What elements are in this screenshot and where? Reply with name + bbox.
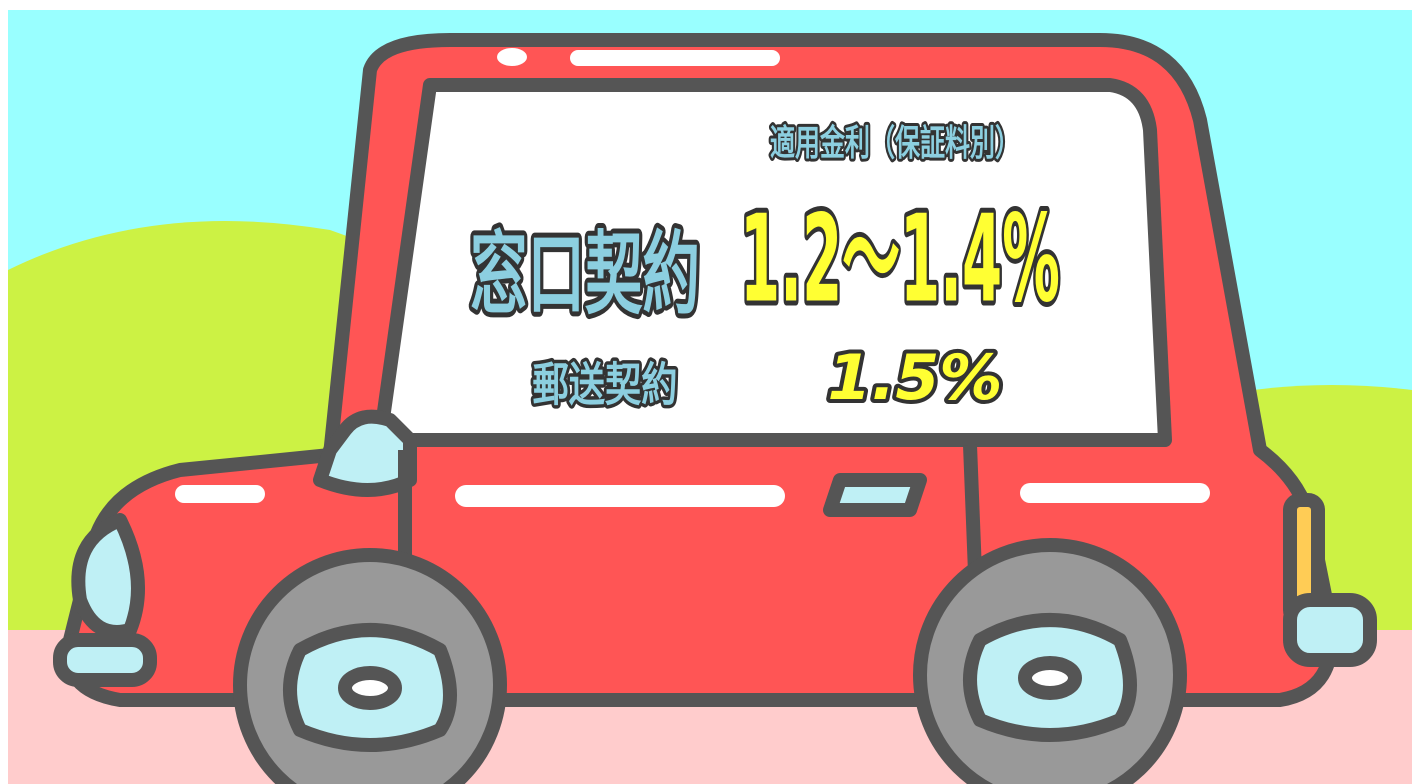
highlight: [1020, 483, 1210, 503]
window: [373, 78, 1172, 447]
highlight: [175, 485, 265, 503]
front-bumper: [53, 633, 157, 687]
rear-nut: [1018, 656, 1082, 700]
highlights: [175, 48, 1210, 507]
row-label: 郵送契約: [533, 358, 678, 412]
highlight: [497, 48, 527, 66]
row-rate: 1.5%: [828, 341, 1003, 414]
highlight: [570, 50, 780, 66]
car: [53, 33, 1377, 784]
door-handle: [823, 473, 927, 517]
row-rate: 1.2～1.4%: [740, 191, 1060, 330]
headlight: [71, 513, 145, 639]
front-nut: [338, 666, 402, 710]
heading: 適用金利（保証料別）: [770, 122, 1020, 164]
rear-bumper: [1283, 593, 1377, 667]
highlight: [455, 485, 785, 507]
row-label: 窓口契約: [470, 222, 700, 327]
